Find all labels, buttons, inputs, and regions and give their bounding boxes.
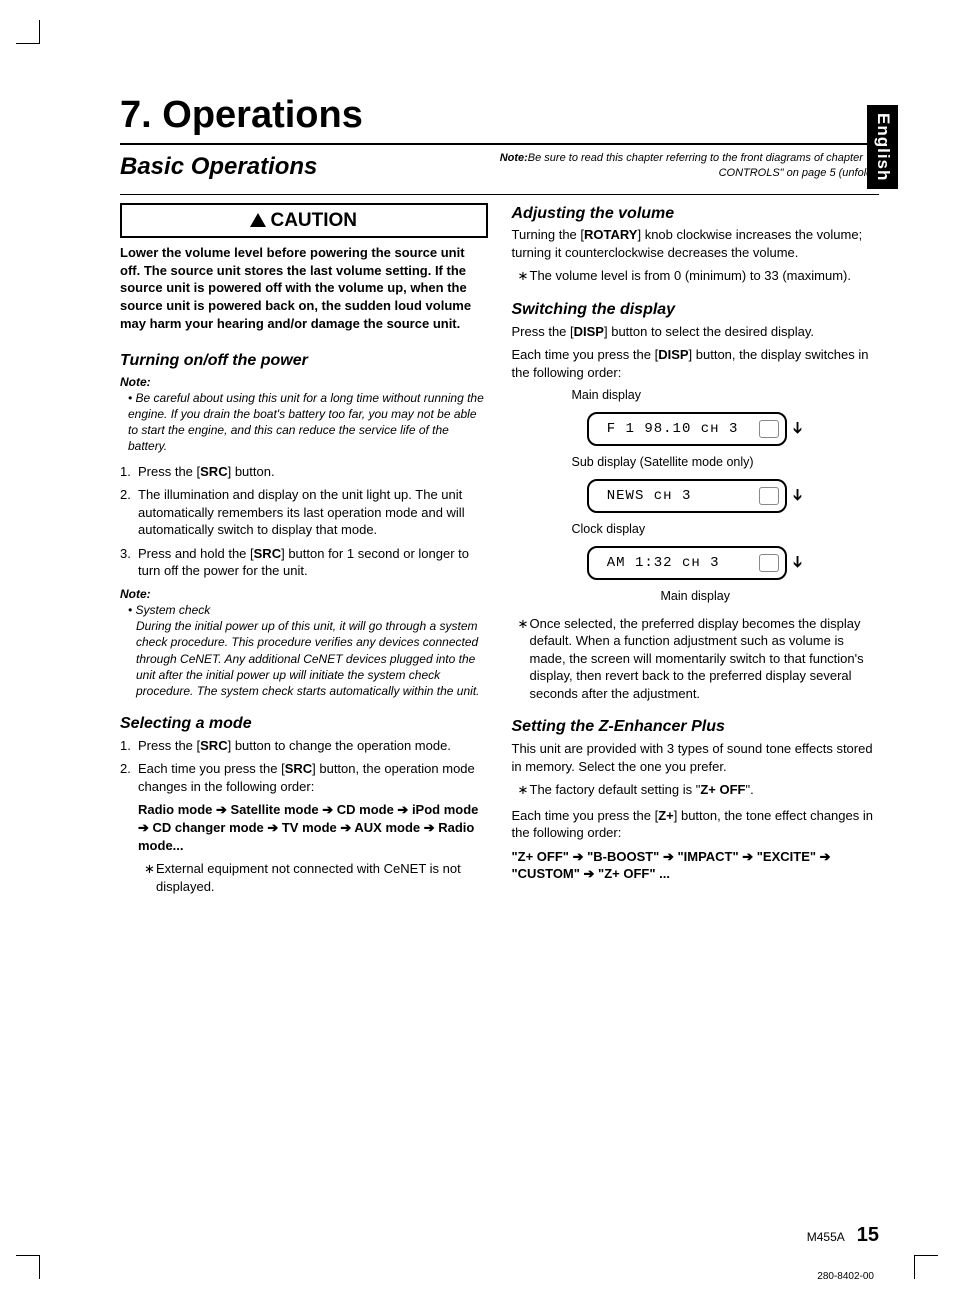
lcd-clock-display: AM 1:32 ᴄʜ 3 — [587, 546, 787, 580]
crop-mark — [16, 1255, 40, 1279]
caution-header: CAUTION — [120, 203, 488, 239]
right-column: Adjusting the volume Turning the [ROTARY… — [512, 203, 880, 903]
volume-range-note: ∗The volume level is from 0 (minimum) to… — [512, 267, 880, 285]
left-column: CAUTION Lower the volume level before po… — [120, 203, 488, 903]
down-arrow-icon: ➔ — [786, 555, 808, 568]
display-text: Press the [DISP] button to select the de… — [512, 323, 880, 341]
power-steps: 1.Press the [SRC] button. 2.The illumina… — [120, 463, 488, 580]
crop-mark — [914, 1255, 938, 1279]
heading-mode: Selecting a mode — [120, 713, 488, 735]
note-label: Note: — [120, 586, 488, 602]
crop-mark — [16, 20, 40, 44]
zenh-sequence: "Z+ OFF" ➔ "B-BOOST" ➔ "IMPACT" ➔ "EXCIT… — [512, 848, 880, 883]
down-arrow-icon: ➔ — [786, 421, 808, 434]
heading-power: Turning on/off the power — [120, 350, 488, 372]
lcd-sub-display: NEWS ᴄʜ 3 — [587, 479, 787, 513]
heading-zenhancer: Setting the Z-Enhancer Plus — [512, 716, 880, 738]
down-arrow-icon: ➔ — [786, 488, 808, 501]
display-caption: Main display — [572, 387, 880, 404]
volume-text: Turning the [ROTARY] knob clockwise incr… — [512, 226, 880, 261]
display-caption: Clock display — [572, 521, 880, 538]
lcd-main-display: F 1 98.10 ᴄʜ 3 — [587, 412, 787, 446]
warning-icon — [250, 213, 266, 227]
mode-asterisk-note: ∗External equipment not connected with C… — [138, 860, 488, 895]
display-caption: Sub display (Satellite mode only) — [572, 454, 880, 471]
caution-body: Lower the volume level before powering t… — [120, 244, 488, 332]
heading-display: Switching the display — [512, 299, 880, 321]
section-title: Basic Operations — [120, 151, 317, 183]
mode-sequence: Radio mode ➔ Satellite mode ➔ CD mode ➔ … — [138, 801, 488, 854]
zenh-text: This unit are provided with 3 types of s… — [512, 740, 880, 775]
zenh-text: Each time you press the [Z+] button, the… — [512, 807, 880, 842]
zenh-default-note: ∗The factory default setting is "Z+ OFF"… — [512, 781, 880, 799]
top-note: Note:Be sure to read this chapter referr… — [499, 151, 879, 180]
display-caption: Main display — [512, 588, 880, 605]
note-body: Be careful about using this unit for a l… — [120, 390, 488, 455]
chapter-title: 7. Operations — [120, 90, 879, 141]
display-default-note: ∗Once selected, the preferred display be… — [512, 615, 880, 703]
section-rule — [120, 194, 879, 195]
heading-volume: Adjusting the volume — [512, 203, 880, 225]
note-label: Note: — [120, 374, 488, 390]
note-body: System check During the initial power up… — [120, 602, 488, 699]
display-text: Each time you press the [DISP] button, t… — [512, 346, 880, 381]
page-footer: M455A15 — [807, 1222, 879, 1249]
mode-steps: 1.Press the [SRC] button to change the o… — [120, 737, 488, 796]
chapter-rule — [120, 143, 879, 145]
part-number: 280-8402-00 — [817, 1270, 874, 1284]
